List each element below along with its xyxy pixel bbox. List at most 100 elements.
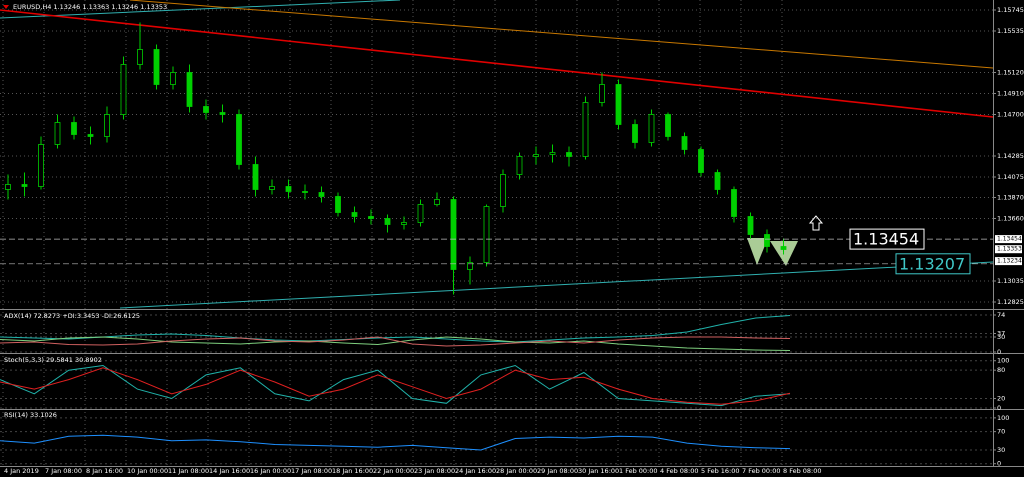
candle-body (335, 196, 341, 213)
symbol-icon (3, 5, 9, 9)
candle-body (698, 149, 704, 173)
x-tick-label: 18 Jan 16:00 (332, 467, 373, 475)
panel-title: Stoch(5,3,3) 29.5841 30.8902 (4, 356, 102, 364)
x-tick-label: 8 Jan 16:00 (86, 467, 123, 475)
candle-body (203, 106, 209, 113)
candle-body (780, 246, 787, 250)
price-tag (995, 235, 1022, 244)
candle-body (87, 134, 94, 137)
y-tick-label: 100 (997, 414, 1009, 422)
x-tick-label: 4 Feb 08:00 (660, 467, 699, 475)
price-tag (995, 257, 1022, 266)
indicator-line (0, 364, 791, 407)
candle-body (582, 102, 589, 157)
drawings (0, 0, 1024, 467)
candle-body (665, 114, 671, 137)
indicator-line (0, 336, 791, 347)
candle-body (219, 112, 226, 115)
price-tag-label: 1.13234 (997, 258, 1022, 265)
x-tick-label: 7 Feb 00:00 (742, 467, 781, 475)
candle-body (483, 206, 490, 263)
candle-body (450, 199, 457, 270)
trend-line (119, 261, 994, 309)
y-tick-label: 37 (997, 330, 1005, 338)
grid (0, 0, 993, 466)
panel-title: RSI(14) 33.1026 (4, 411, 57, 419)
y-tick-label: 0 (997, 460, 1001, 468)
level-box (895, 253, 971, 275)
y-tick-label: 30 (997, 333, 1005, 341)
candle-body (549, 152, 556, 155)
pattern-mark (747, 238, 768, 265)
indicator-line (0, 336, 791, 351)
candle-body (681, 136, 688, 150)
y-tick-label: 1.13660 (997, 215, 1024, 223)
indicator-line (0, 434, 791, 451)
candle-body (170, 72, 176, 85)
x-tick-label: 29 Jan 08:00 (537, 467, 578, 475)
x-tick-label: 16 Jan 00:00 (250, 467, 291, 475)
candle-body (153, 49, 160, 85)
y-tick-label: 1.14285 (997, 152, 1024, 160)
candle-body (54, 122, 61, 145)
x-tick-label: 5 Feb 16:00 (701, 467, 740, 475)
level-label: 1.13207 (899, 254, 965, 273)
y-tick-label: 1.14075 (997, 173, 1024, 181)
level-box (849, 228, 925, 250)
trend-line (0, 9, 994, 118)
level-label: 1.13454 (853, 230, 919, 249)
y-tick-label: 1.14910 (997, 90, 1024, 98)
candle-body (104, 114, 110, 137)
y-tick-label: 1.12825 (997, 298, 1024, 306)
y-tick-label: 1.15535 (997, 27, 1024, 35)
price-tag (995, 245, 1022, 254)
candle-body (236, 114, 242, 165)
y-tick-label: 30 (997, 446, 1005, 454)
price-tag-label: 1.13353 (997, 246, 1022, 253)
candle-body (384, 218, 391, 225)
candle-body (599, 84, 605, 103)
candle-body (186, 72, 193, 107)
x-tick-label: 22 Jan 00:00 (373, 467, 414, 475)
candle-body (500, 174, 506, 207)
y-tick-label: 100 (997, 357, 1009, 365)
candle-body (434, 199, 440, 205)
candle-body (417, 204, 424, 223)
price-tag-label: 1.13454 (997, 236, 1022, 243)
candle-body (318, 192, 325, 197)
y-tick-label: 1.14700 (997, 111, 1024, 119)
candle-body (71, 122, 77, 135)
candle-body (302, 191, 308, 193)
chart-title: EURUSD,H4 1.13246 1.13363 1.13246 1.1335… (13, 3, 167, 11)
candle-body (764, 234, 770, 247)
y-tick-label: 1.15745 (997, 6, 1024, 14)
y-tick-label: 80 (997, 366, 1005, 374)
candle-body (252, 164, 259, 190)
x-tick-label: 4 Jan 2019 (4, 467, 39, 475)
candle-body (615, 84, 622, 125)
y-tick-label: 20 (997, 395, 1005, 403)
candle-body (137, 49, 143, 65)
x-tick-label: 11 Jan 08:00 (168, 467, 209, 475)
candle-body (21, 184, 28, 187)
candle-body (516, 156, 523, 175)
candle-body (368, 216, 374, 219)
x-tick-label: 10 Jan 00:00 (127, 467, 168, 475)
candle-body (467, 262, 473, 270)
y-tick-label: 1.13870 (997, 194, 1024, 202)
candle-body (731, 189, 737, 217)
x-tick-label: 1 Feb 00:00 (619, 467, 658, 475)
x-tick-label: 23 Jan 08:00 (414, 467, 455, 475)
y-tick-label: 70 (997, 428, 1005, 436)
x-tick-label: 17 Jan 08:00 (291, 467, 332, 475)
candle-body (269, 186, 275, 190)
trend-line (129, 0, 994, 69)
x-tick-label: 28 Jan 00:00 (496, 467, 537, 475)
x-tick-label: 24 Jan 16:00 (455, 467, 496, 475)
candle-body (285, 186, 292, 192)
plot: 4 Jan 2019 7 Jan 08:00 8 Jan 16:00 10 Jan 0… (0, 6, 1024, 475)
candle-body (632, 124, 638, 143)
y-tick-label: 74 (997, 311, 1005, 319)
indicator-line (0, 315, 791, 343)
